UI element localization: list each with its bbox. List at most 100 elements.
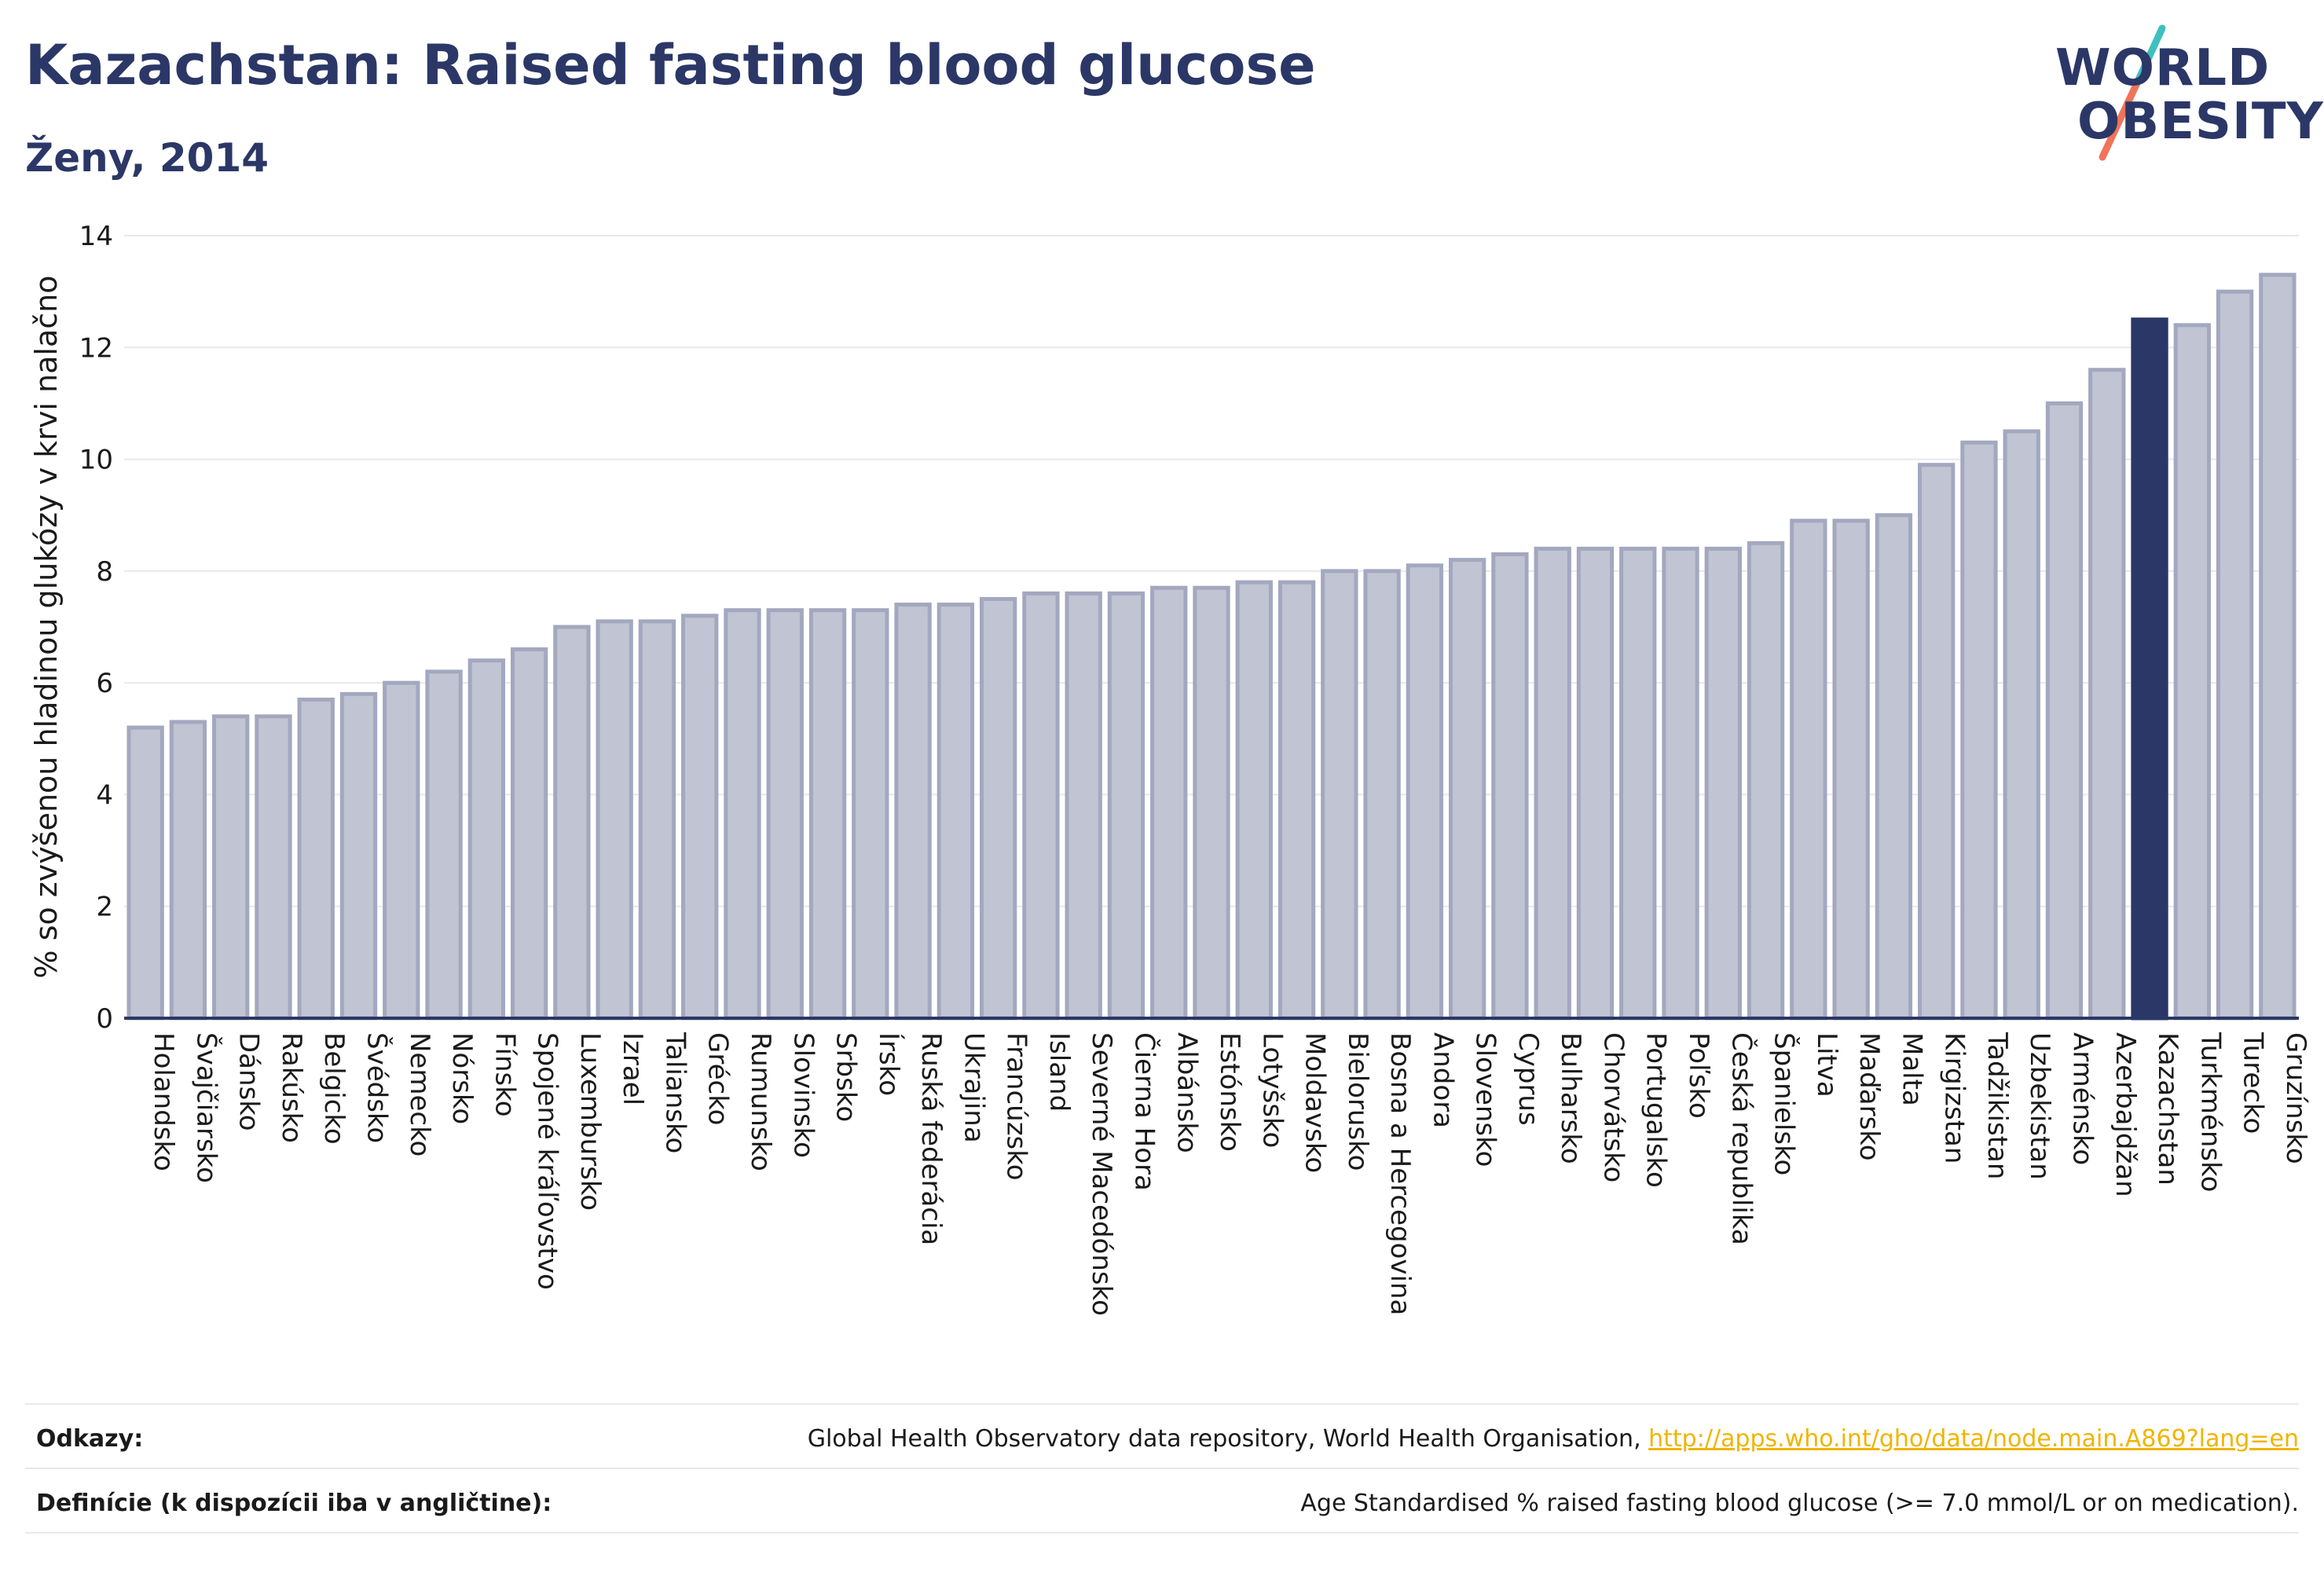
x-tick-label: Ruská federácia	[915, 1032, 947, 1245]
x-tick-label: Slovinsko	[787, 1032, 819, 1158]
x-tick-label: Ukrajina	[958, 1032, 989, 1143]
x-tick-label: Maďarsko	[1853, 1032, 1885, 1161]
bar-50	[2259, 273, 2297, 1021]
bar-26	[1235, 580, 1273, 1021]
x-tick-label: Island	[1043, 1032, 1075, 1112]
y-tick-label: 12	[79, 332, 113, 364]
bar-chart: 0 2 4 6 8 10 12 14 % so zvýšenou hladinou glukóz…	[29, 221, 2311, 1316]
bar-41	[1875, 513, 1913, 1021]
x-tick-label: Albánsko	[1171, 1032, 1203, 1153]
bar-6	[383, 680, 420, 1021]
x-tick-label: Gruzínsko	[2280, 1032, 2311, 1164]
references-value: Global Health Observatory data repositor…	[808, 1425, 2299, 1453]
x-tick-label: Grécko	[702, 1032, 734, 1125]
bar-14	[724, 608, 761, 1021]
x-tick-label: Rakúsko	[276, 1032, 307, 1143]
bar-0	[126, 725, 164, 1021]
logo-line-2: OBESITY	[2077, 93, 2324, 151]
y-tick-label: 0	[96, 1003, 113, 1035]
x-tick-label: Bosna a Hercegovina	[1384, 1032, 1416, 1315]
bar-31	[1448, 558, 1486, 1021]
world-obesity-logo: WORLD OBESITY	[2043, 22, 2323, 163]
x-tick-label: Bulharsko	[1555, 1032, 1586, 1164]
bar-35	[1619, 546, 1657, 1021]
x-tick-label: Litva	[1811, 1032, 1842, 1098]
bar-16	[808, 608, 847, 1021]
logo-slash-icon	[2099, 24, 2166, 161]
x-tick-label: Francúzsko	[1001, 1032, 1032, 1181]
bar-2	[212, 714, 250, 1021]
bar-21	[1022, 591, 1060, 1021]
bar-7	[425, 669, 463, 1021]
bar-4	[297, 697, 335, 1021]
y-tick-label: 8	[96, 556, 113, 588]
bar-11	[596, 619, 633, 1021]
x-tick-label: Slovensko	[1470, 1032, 1501, 1167]
page-title: Kazachstan: Raised fasting blood glucose	[25, 33, 1316, 97]
x-tick-label: Švédsko	[361, 1032, 394, 1143]
bar-29	[1363, 569, 1401, 1021]
references-link[interactable]: http://apps.who.int/gho/data/node.main.A…	[1648, 1425, 2299, 1453]
bar-18	[894, 603, 932, 1021]
bar-9	[510, 647, 548, 1021]
bar-44	[2003, 429, 2040, 1021]
x-tick-label: Dánsko	[233, 1032, 265, 1131]
bar-45	[2045, 401, 2084, 1021]
y-tick-label: 6	[96, 668, 113, 699]
x-tick-label: Spojené kráľovstvo	[532, 1032, 563, 1290]
footer-divider-bottom	[25, 1532, 2299, 1534]
x-tick-label: Turecko	[2238, 1032, 2269, 1134]
y-tick-label: 14	[79, 221, 113, 252]
x-tick-label: Izrael	[617, 1032, 648, 1105]
x-tick-label: Bielorusko	[1342, 1032, 1373, 1171]
x-tick-label: Lotyšsko	[1256, 1032, 1288, 1148]
x-tick-label: Rumunsko	[745, 1032, 776, 1171]
bar-34	[1576, 546, 1615, 1021]
bar-8	[467, 658, 506, 1021]
x-tick-label: Česká republika	[1725, 1032, 1758, 1245]
bar-3	[255, 714, 292, 1021]
footer-divider-middle	[25, 1468, 2299, 1469]
logo-line-1: WORLD	[2055, 39, 2271, 97]
bar-33	[1534, 546, 1571, 1021]
y-axis-title: % so zvýšenou hladinou glukózy v krvi na…	[29, 276, 64, 979]
x-tick-label: Arménsko	[2066, 1032, 2098, 1165]
bar-37	[1704, 546, 1742, 1021]
x-tick-label: Portugalsko	[1640, 1032, 1672, 1188]
bar-39	[1790, 519, 1827, 1021]
bar-43	[1960, 440, 1998, 1021]
definitions-value: Age Standardised % raised fasting blood …	[1300, 1490, 2299, 1517]
x-tick-label: Taliansko	[659, 1032, 691, 1153]
bar-1	[169, 720, 207, 1021]
bar-15	[766, 608, 804, 1021]
bar-46	[2088, 368, 2126, 1021]
x-tick-label: Španielsko	[1769, 1032, 1801, 1175]
references-label: Odkazy:	[36, 1425, 144, 1453]
bar-13	[681, 614, 719, 1021]
bar-42	[1917, 463, 1956, 1021]
bar-25	[1193, 585, 1230, 1021]
x-tick-label: Poľsko	[1683, 1032, 1714, 1119]
definitions-label: Definície (k dispozícii iba v angličtine…	[36, 1490, 552, 1517]
bar-32	[1491, 552, 1529, 1021]
x-tick-label: Moldavsko	[1299, 1032, 1331, 1173]
y-tick-label: 2	[96, 892, 113, 923]
bar-19	[937, 603, 975, 1021]
bar-38	[1747, 541, 1785, 1021]
bar-10	[553, 625, 591, 1021]
x-tick-label: Holandsko	[148, 1032, 179, 1171]
x-tick-label: Belgicko	[318, 1032, 350, 1145]
x-tick-label: Srbsko	[830, 1032, 862, 1122]
footer-divider-top	[25, 1403, 2299, 1405]
x-tick-label: Cyprus	[1512, 1032, 1544, 1126]
y-tick-label: 4	[96, 779, 113, 811]
bar-17	[852, 608, 889, 1021]
bar-5	[339, 691, 378, 1021]
x-tick-label: Fínsko	[489, 1032, 520, 1117]
page-subtitle: Ženy, 2014	[25, 135, 269, 181]
x-tick-label: Nórsko	[446, 1032, 478, 1124]
y-tick-label: 10	[79, 445, 113, 476]
references-text: Global Health Observatory data repositor…	[807, 1425, 1649, 1453]
x-tick-label: Luxembursko	[574, 1032, 606, 1211]
bar-20	[979, 596, 1017, 1021]
